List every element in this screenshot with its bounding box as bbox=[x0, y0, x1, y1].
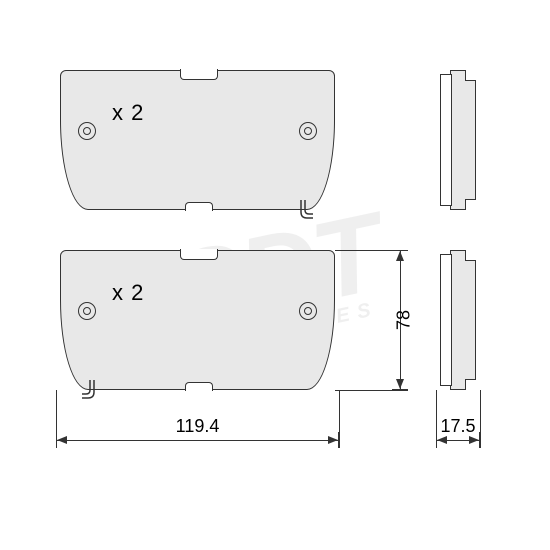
dimension-width: 119.4 bbox=[56, 440, 339, 441]
wear-clip-icon bbox=[80, 378, 98, 400]
profile-notch bbox=[465, 70, 476, 81]
dimension-height: 78 bbox=[400, 250, 401, 390]
ext-line bbox=[339, 390, 340, 448]
profile-notch bbox=[465, 199, 476, 210]
technical-drawing: SDT BRAKES x 2 x 2 bbox=[0, 0, 550, 550]
pad-hole-left bbox=[78, 302, 96, 320]
brake-pad-bottom: x 2 bbox=[60, 250, 335, 390]
profile-friction bbox=[450, 70, 476, 210]
pad-notch-bottom bbox=[185, 382, 213, 391]
pad-hole-left bbox=[78, 122, 96, 140]
pad-body bbox=[60, 250, 335, 390]
arrow-left-icon bbox=[437, 436, 447, 444]
profile-notch bbox=[465, 250, 476, 261]
dimension-height-label: 78 bbox=[394, 310, 415, 330]
pad-hole-right bbox=[299, 122, 317, 140]
arrow-right-icon bbox=[469, 436, 479, 444]
dimension-thickness-label: 17.5 bbox=[440, 416, 475, 437]
qty-label: x 2 bbox=[112, 280, 144, 306]
pad-notch-top bbox=[180, 249, 218, 260]
brake-pad-profile-bottom bbox=[440, 250, 476, 390]
ext-line bbox=[480, 390, 481, 448]
profile-notch bbox=[465, 379, 476, 390]
qty-label: x 2 bbox=[112, 100, 144, 126]
profile-backplate bbox=[440, 254, 452, 386]
arrow-up-icon bbox=[396, 251, 404, 261]
dimension-width-label: 119.4 bbox=[176, 416, 220, 437]
dimension-thickness: 17.5 bbox=[436, 440, 480, 441]
wear-clip-icon bbox=[297, 198, 315, 220]
brake-pad-profile-top bbox=[440, 70, 476, 210]
profile-backplate bbox=[440, 74, 452, 206]
arrow-left-icon bbox=[57, 436, 67, 444]
arrow-down-icon bbox=[396, 379, 404, 389]
pad-notch-top bbox=[180, 69, 218, 80]
pad-body bbox=[60, 70, 335, 210]
profile-friction bbox=[450, 250, 476, 390]
arrow-right-icon bbox=[328, 436, 338, 444]
brake-pad-top: x 2 bbox=[60, 70, 335, 210]
pad-hole-right bbox=[299, 302, 317, 320]
pad-notch-bottom bbox=[185, 202, 213, 211]
ext-line bbox=[335, 390, 408, 391]
